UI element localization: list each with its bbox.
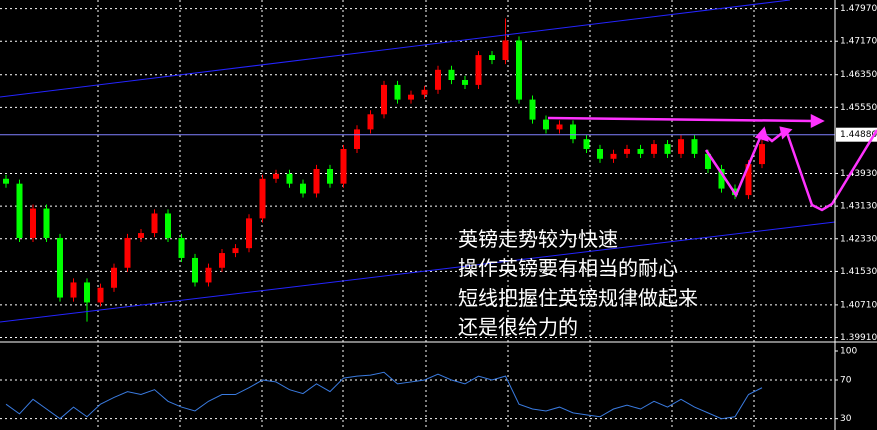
candle-body (637, 148, 644, 154)
candle-body (381, 84, 387, 115)
candle-body (246, 218, 252, 249)
candle-body (462, 80, 468, 85)
candle-body (489, 55, 495, 60)
annotation: 操作英镑要有相当的耐心 (458, 256, 678, 280)
candle-body (408, 94, 414, 100)
candle-body (556, 124, 563, 130)
candle-body (624, 148, 630, 154)
candle-body (691, 139, 698, 154)
y-tick-label: 1.41530 (840, 267, 877, 277)
candle-body (259, 178, 266, 219)
candle-body (192, 257, 198, 283)
candle-body (84, 282, 90, 303)
candle-body (502, 40, 509, 60)
annotation: 短线把握住英镑规律做起来 (458, 286, 698, 310)
candle-body (286, 173, 293, 184)
candle-body (327, 168, 333, 184)
y-tick-label: 1.47170 (840, 37, 877, 47)
candle-body (718, 168, 725, 189)
candle-body (597, 148, 603, 159)
candle-body (651, 144, 657, 154)
current-price-label: 1.44880 (840, 130, 877, 140)
candle-body (97, 287, 104, 303)
y-tick-label: 1.43930 (840, 169, 877, 179)
candle-body (516, 40, 522, 100)
candle-body (529, 99, 536, 120)
candle-body (124, 237, 131, 268)
candle-body (70, 282, 77, 298)
candle-body (745, 164, 752, 196)
y-tick-label: 1.45550 (840, 103, 877, 113)
arrow-path (784, 129, 877, 212)
candle-body (475, 55, 482, 85)
candle-body (367, 114, 374, 130)
annotation: 还是很给力的 (458, 315, 578, 339)
candle-body (111, 267, 117, 288)
candle-body (205, 267, 212, 283)
candle-body (570, 124, 576, 140)
candle-body (705, 153, 711, 169)
oscillator-line (5, 371, 763, 420)
arrow-head (779, 126, 793, 140)
candle-body (394, 84, 401, 100)
candle-body (3, 178, 9, 184)
channel-lower (0, 221, 836, 323)
candle-body (583, 139, 590, 149)
candle-body (165, 213, 171, 238)
y-tick-label: 1.39910 (840, 333, 877, 343)
candle-body (273, 173, 279, 179)
drawn-arrows (547, 113, 877, 212)
candle-body (43, 208, 50, 238)
candle-body (759, 144, 765, 165)
y-tick-label: 1.43130 (840, 202, 877, 212)
candle-body (30, 208, 36, 238)
candle-body (57, 237, 63, 298)
annotation: 英镑走势较为快速 (458, 227, 618, 251)
candle-body (340, 148, 347, 184)
candle-body (300, 183, 306, 194)
candle-body (543, 119, 549, 130)
arrow-line (547, 116, 813, 123)
candle-body (354, 129, 360, 149)
candle-body (448, 69, 455, 80)
time-separators (97, 0, 755, 430)
candle-body (16, 183, 23, 238)
candle-body (678, 139, 684, 154)
y-tick-label: 1.47970 (840, 4, 877, 14)
y-tick-label: 70 (840, 376, 852, 386)
y-tick-label: 100 (840, 346, 857, 356)
candle-body (151, 213, 158, 234)
candle-body (178, 237, 185, 258)
candle-body (421, 89, 428, 95)
candle-body (435, 69, 441, 90)
y-tick-label: 1.40710 (840, 300, 877, 310)
candle-body (610, 153, 617, 159)
candle-body (664, 144, 671, 154)
candle-body (313, 168, 320, 194)
candle-body (219, 253, 225, 268)
candle-body (138, 233, 144, 238)
channel-upper (0, 0, 791, 98)
y-tick-label: 30 (840, 414, 852, 424)
y-tick-label: 1.46350 (840, 70, 877, 80)
candle-body (232, 248, 239, 254)
oscillator-panel: 100 70 30 (0, 346, 857, 424)
arrow-head (754, 126, 769, 142)
current-price-box (836, 127, 877, 142)
y-tick-label: 1.42330 (840, 234, 877, 244)
arrow-head (810, 113, 825, 129)
